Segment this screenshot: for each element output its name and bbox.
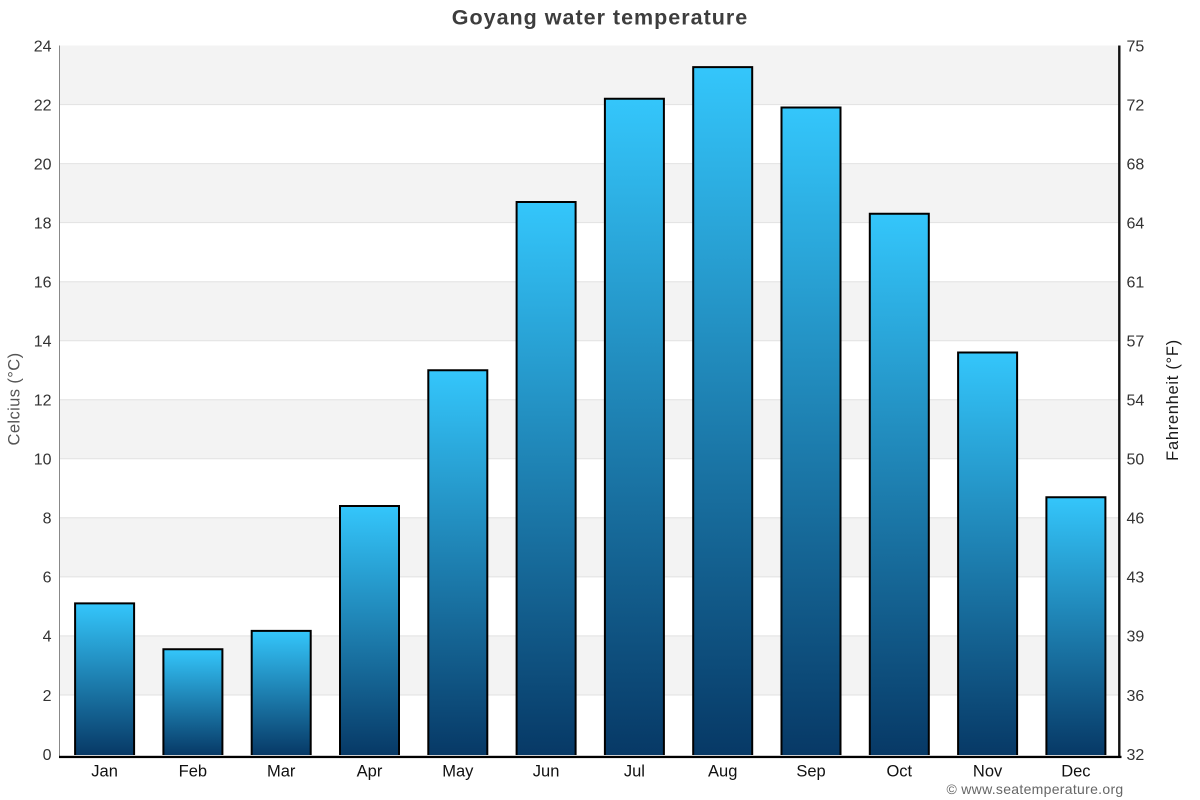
svg-text:6: 6 bbox=[43, 570, 52, 587]
svg-text:Sep: Sep bbox=[796, 763, 825, 781]
svg-text:22: 22 bbox=[34, 97, 52, 114]
svg-text:16: 16 bbox=[34, 275, 52, 292]
svg-text:18: 18 bbox=[34, 215, 52, 232]
svg-text:10: 10 bbox=[34, 452, 52, 469]
svg-text:75: 75 bbox=[1127, 38, 1145, 55]
svg-text:50: 50 bbox=[1127, 452, 1145, 469]
svg-text:61: 61 bbox=[1127, 275, 1145, 292]
svg-text:46: 46 bbox=[1127, 511, 1145, 528]
svg-text:May: May bbox=[442, 763, 474, 781]
svg-text:Oct: Oct bbox=[886, 763, 912, 781]
svg-text:Dec: Dec bbox=[1061, 763, 1090, 781]
svg-text:Apr: Apr bbox=[357, 763, 383, 781]
svg-text:36: 36 bbox=[1127, 688, 1145, 705]
svg-text:Aug: Aug bbox=[708, 763, 737, 781]
svg-text:Mar: Mar bbox=[267, 763, 296, 781]
svg-text:32: 32 bbox=[1127, 747, 1145, 764]
svg-text:20: 20 bbox=[34, 156, 52, 173]
svg-text:54: 54 bbox=[1127, 393, 1145, 410]
svg-text:Jul: Jul bbox=[624, 763, 645, 781]
svg-text:© www.seatemperature.org: © www.seatemperature.org bbox=[946, 781, 1123, 797]
svg-text:64: 64 bbox=[1127, 215, 1145, 232]
svg-text:8: 8 bbox=[43, 511, 52, 528]
svg-text:14: 14 bbox=[34, 334, 52, 351]
svg-text:2: 2 bbox=[43, 688, 52, 705]
svg-text:24: 24 bbox=[34, 38, 52, 55]
svg-text:4: 4 bbox=[43, 629, 52, 646]
svg-text:12: 12 bbox=[34, 393, 52, 410]
svg-text:Goyang water temperature: Goyang water temperature bbox=[452, 6, 748, 30]
svg-text:57: 57 bbox=[1127, 334, 1145, 351]
svg-text:Jun: Jun bbox=[533, 763, 560, 781]
svg-text:Fahrenheit (°F): Fahrenheit (°F) bbox=[1164, 339, 1182, 461]
svg-text:0: 0 bbox=[43, 747, 52, 764]
svg-text:Celcius (°C): Celcius (°C) bbox=[6, 353, 24, 446]
svg-text:68: 68 bbox=[1127, 156, 1145, 173]
svg-text:39: 39 bbox=[1127, 629, 1145, 646]
svg-text:43: 43 bbox=[1127, 570, 1145, 587]
svg-text:72: 72 bbox=[1127, 97, 1145, 114]
svg-text:Nov: Nov bbox=[973, 763, 1003, 781]
svg-text:Jan: Jan bbox=[91, 763, 118, 781]
svg-text:Feb: Feb bbox=[179, 763, 207, 781]
